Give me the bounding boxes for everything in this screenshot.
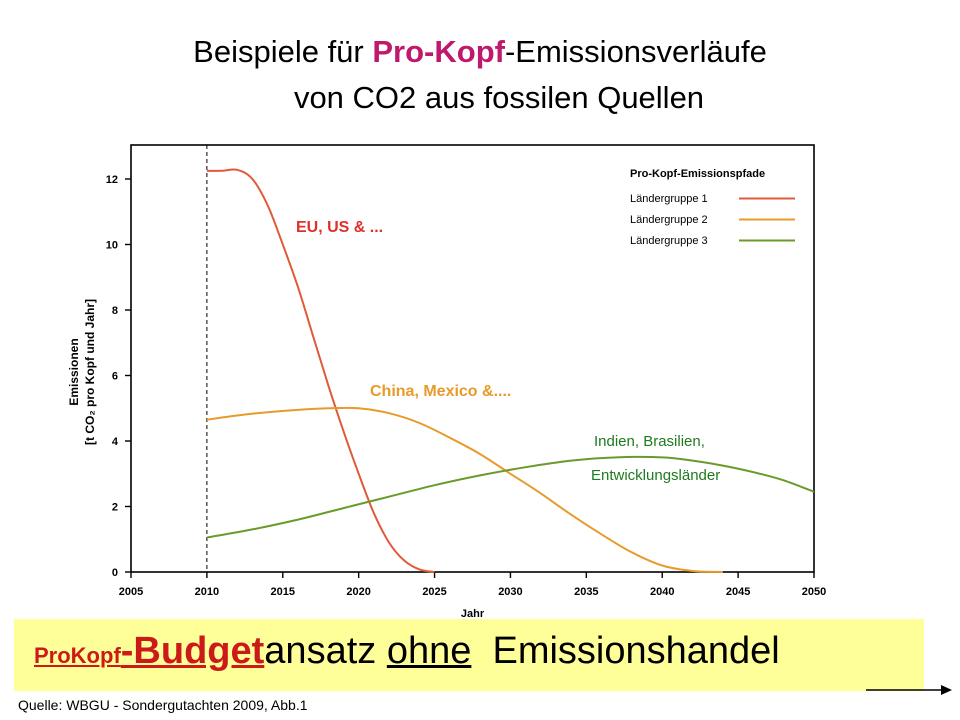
title-suffix: -Emissionsverläufe bbox=[504, 34, 767, 69]
annotation-4: Entwicklungsländer bbox=[591, 467, 720, 484]
series-line-1 bbox=[206, 168, 435, 573]
series-line-3 bbox=[206, 455, 815, 539]
title-line-2-text: von CO2 aus fossilen Quellen bbox=[293, 80, 705, 115]
annotation-3: Indien, Brasilien, bbox=[594, 433, 705, 450]
x-tick-label: 2050 bbox=[802, 586, 826, 598]
x-axis-label: Jahr bbox=[461, 608, 485, 620]
x-tick-label: 2020 bbox=[346, 586, 370, 598]
annotation-1: EU, US & ... bbox=[296, 219, 383, 236]
banner-text: ProKopf-Budgetansatz ohne Emissionshande… bbox=[34, 630, 780, 673]
annotation-layer: EU, US & ... China, Mexico &.... Indien, B… bbox=[296, 219, 720, 484]
banner-ansatz: ansatz bbox=[264, 630, 387, 672]
arrow-right-icon bbox=[866, 685, 952, 695]
x-tick-label: 2030 bbox=[498, 586, 522, 598]
legend-entry-2: Ländergruppe 2 bbox=[630, 214, 708, 226]
x-tick-label: 2035 bbox=[574, 586, 598, 598]
banner-prokopf: ProKopf bbox=[34, 643, 121, 668]
series-line-2 bbox=[206, 406, 723, 573]
legend-entry-3: Ländergruppe 3 bbox=[630, 235, 708, 247]
banner-emissionshandel: Emissionshandel bbox=[471, 630, 780, 672]
y-tick-label: 8 bbox=[112, 305, 118, 317]
series-layer bbox=[206, 168, 815, 573]
title-line-1: Beispiele für Pro-Kopf-Emissionsverläufe bbox=[0, 34, 960, 70]
title-line-2: von CO2 aus fossilen Quellen bbox=[0, 80, 960, 116]
x-tick-label: 2005 bbox=[119, 586, 143, 598]
y-tick-label: 4 bbox=[112, 436, 119, 448]
y-tick-label: 10 bbox=[106, 240, 118, 252]
y-tick-label: 6 bbox=[112, 371, 118, 383]
axes-layer: 0 2 4 6 8 10 12 2005 2010 2015 2020 2025 2030 2035 204… bbox=[67, 144, 826, 620]
y-tick-label: 12 bbox=[106, 174, 118, 186]
x-tick-label: 2010 bbox=[195, 586, 219, 598]
source-note: Quelle: WBGU - Sondergutachten 2009, Abb… bbox=[18, 697, 308, 713]
emissions-chart: 0 2 4 6 8 10 12 2005 2010 2015 2020 2025 2030 2035 204… bbox=[67, 144, 826, 620]
legend-layer: Pro-Kopf-Emissionspfade Ländergruppe 1 Län… bbox=[630, 168, 795, 247]
plot-frame bbox=[130, 144, 815, 573]
y-axis-label-line-1: Emissionen bbox=[67, 338, 81, 405]
banner-budget: -Budget bbox=[120, 630, 265, 672]
x-tick-label: 2015 bbox=[271, 586, 295, 598]
legend-entry-1: Ländergruppe 1 bbox=[630, 193, 708, 205]
x-tick-label: 2025 bbox=[422, 586, 446, 598]
y-tick-label: 2 bbox=[112, 502, 118, 514]
legend-title: Pro-Kopf-Emissionspfade bbox=[630, 168, 765, 180]
x-tick-label: 2045 bbox=[726, 586, 750, 598]
y-tick-label: 0 bbox=[112, 567, 118, 579]
x-tick-label: 2040 bbox=[650, 586, 674, 598]
banner: ProKopf-Budgetansatz ohne Emissionshande… bbox=[14, 619, 924, 691]
banner-ohne: ohne bbox=[386, 630, 472, 672]
title-prefix: Beispiele für bbox=[193, 34, 373, 69]
annotation-2: China, Mexico &.... bbox=[370, 383, 511, 400]
y-axis-label-line-2: [t CO₂ pro Kopf und Jahr] bbox=[83, 299, 97, 445]
title-highlight: Pro-Kopf bbox=[372, 34, 505, 69]
